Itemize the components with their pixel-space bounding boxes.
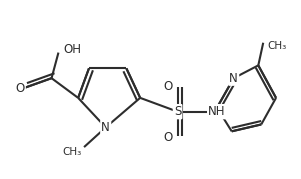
Text: N: N [229, 72, 238, 85]
Text: OH: OH [63, 43, 81, 56]
Text: CH₃: CH₃ [63, 147, 82, 157]
Text: O: O [15, 81, 25, 95]
Text: N: N [101, 121, 110, 134]
Text: CH₃: CH₃ [267, 41, 287, 51]
Text: O: O [163, 79, 172, 93]
Text: S: S [174, 105, 181, 118]
Text: NH: NH [208, 105, 226, 118]
Text: O: O [163, 131, 172, 144]
